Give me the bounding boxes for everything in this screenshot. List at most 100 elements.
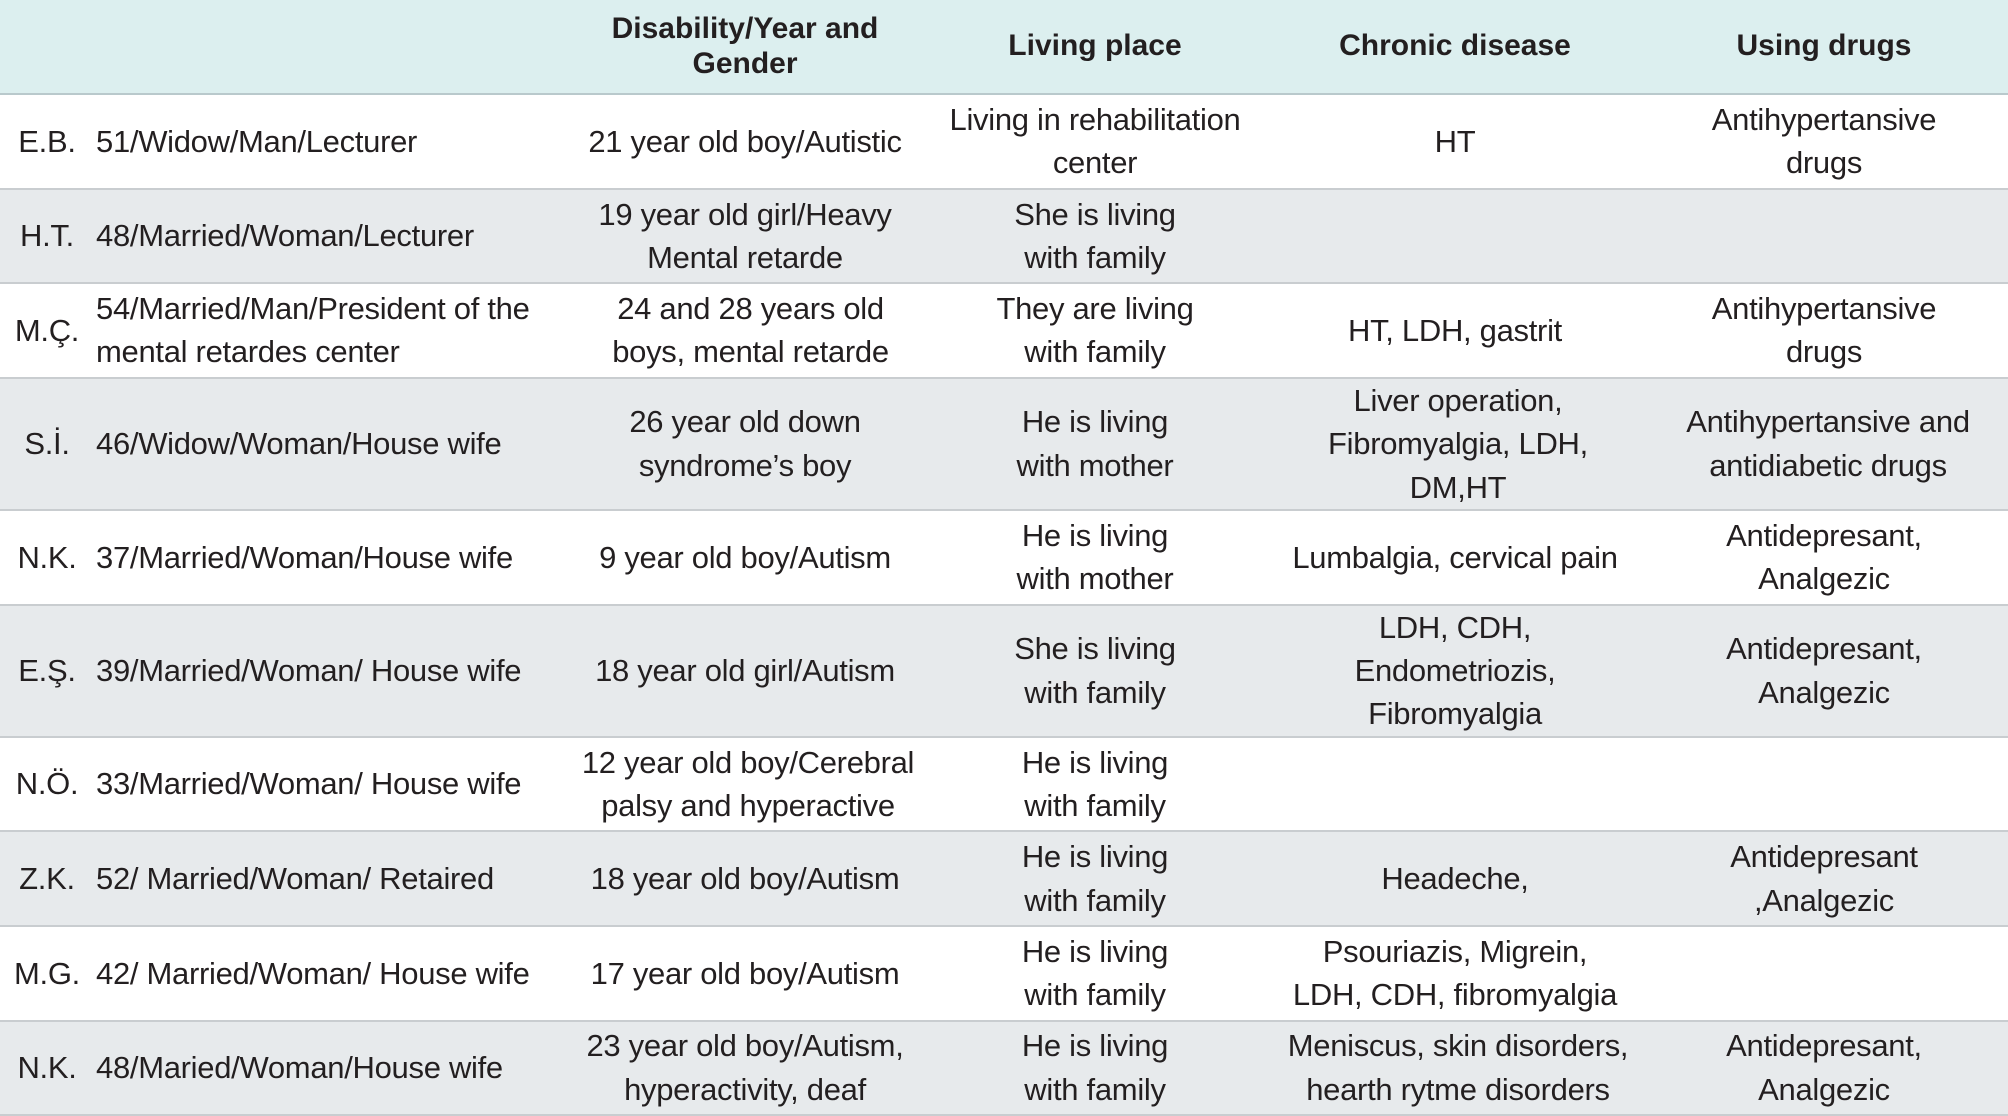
cell-chronic-disease: HT [1270, 94, 1640, 190]
cell-living-place-text: He is living with family [1021, 1028, 1169, 1107]
cell-living-place-text: She is living with family [1014, 196, 1176, 275]
cell-info: 46/Widow/Woman/House wife [90, 377, 570, 511]
cell-chronic-disease: Meniscus, skin disorders, hearth rytme d… [1270, 1020, 1640, 1116]
cell-initials: N.Ö. [0, 736, 90, 833]
cell-chronic-disease-text: Liver operation, Fibromyalgia, LDH, DM,H… [1328, 382, 1588, 505]
cell-chronic-disease-text: Meniscus, skin disorders, hearth rytme d… [1287, 1028, 1629, 1107]
cell-info: 42/ Married/Woman/ House wife [90, 925, 570, 1022]
table-row: S.İ. 46/Widow/Woman/House wife 26 year o… [0, 377, 2008, 511]
header-initials [0, 0, 90, 95]
cell-living-place: She is living with family [920, 188, 1270, 285]
cell-living-place: Living in rehabilitation center [920, 94, 1270, 190]
cell-info: 48/Married/Woman/Lecturer [90, 188, 570, 285]
cell-chronic-disease: Lumbalgia, cervical pain [1270, 509, 1640, 606]
cell-info: 39/Married/Woman/ House wife [90, 604, 570, 738]
cell-chronic-disease: LDH, CDH, Endometriozis, Fibromyalgia [1270, 604, 1640, 738]
table-row: N.K. 48/Maried/Woman/House wife 23 year … [0, 1020, 2008, 1116]
cell-using-drugs: Antihypertansive drugs [1640, 283, 2008, 379]
cell-living-place-text: Living in rehabilitation center [949, 101, 1241, 181]
cell-using-drugs [1640, 925, 2008, 1022]
cell-disability: 21 year old boy/Autistic [570, 94, 920, 190]
cell-using-drugs [1640, 188, 2008, 285]
cell-initials: E.B. [0, 94, 90, 190]
cell-chronic-disease: Liver operation, Fibromyalgia, LDH, DM,H… [1270, 377, 1640, 511]
header-info [90, 0, 570, 95]
cell-living-place-text: He is living with mother [1016, 404, 1174, 483]
cell-disability: 9 year old boy/Autism [570, 509, 920, 606]
cell-disability-text: 26 year old down syndrome’s boy [629, 404, 861, 483]
table-row: M.G. 42/ Married/Woman/ House wife 17 ye… [0, 925, 2008, 1022]
header-using-drugs: Using drugs [1640, 0, 2008, 95]
cell-using-drugs-text: Antihypertansive drugs [1711, 101, 1937, 181]
cell-living-place-text: She is living with family [1014, 631, 1176, 710]
cell-disability: 24 and 28 years old boys, mental retarde [570, 283, 920, 379]
cell-info: 52/ Married/Woman/ Retaired [90, 831, 570, 927]
cell-living-place-text: He is living with family [1021, 933, 1169, 1013]
cell-living-place: She is living with family [920, 604, 1270, 738]
header-chronic-disease: Chronic disease [1270, 0, 1640, 95]
cell-disability-text: 24 and 28 years old boys, mental retarde [612, 291, 889, 370]
cell-living-place-text: He is living with family [1021, 839, 1169, 918]
cell-initials: N.K. [0, 509, 90, 606]
table-row: E.B. 51/Widow/Man/Lecturer 21 year old b… [0, 94, 2008, 190]
cell-using-drugs-text: Antihypertansive and antidiabetic drugs [1686, 404, 1970, 483]
header-disability-text: Disability/Year and Gender [611, 12, 879, 80]
cell-disability: 18 year old girl/Autism [570, 604, 920, 738]
cell-using-drugs: Antidepresant, Analgezic [1640, 1020, 2008, 1116]
cell-chronic-disease: Psouriazis, Migrein, LDH, CDH, fibromyal… [1270, 925, 1640, 1022]
cell-living-place-text: He is living with mother [1016, 517, 1174, 597]
cell-chronic-disease-text: Psouriazis, Migrein, LDH, CDH, fibromyal… [1292, 933, 1618, 1013]
cell-info: 33/Married/Woman/ House wife [90, 736, 570, 833]
cell-living-place: He is living with family [920, 736, 1270, 833]
cell-initials: S.İ. [0, 377, 90, 511]
table-row: Z.K. 52/ Married/Woman/ Retaired 18 year… [0, 831, 2008, 927]
cell-living-place: He is living with mother [920, 377, 1270, 511]
cell-info: 51/Widow/Man/Lecturer [90, 94, 570, 190]
cell-initials: E.Ş. [0, 604, 90, 738]
cell-chronic-disease [1270, 736, 1640, 833]
cell-living-place-text: They are living with family [996, 291, 1194, 370]
table-row: N.Ö. 33/Married/Woman/ House wife 12 yea… [0, 736, 2008, 833]
cell-using-drugs: Antihypertansive drugs [1640, 94, 2008, 190]
cell-info: 54/Married/Man/President of the mental r… [90, 283, 570, 379]
cell-using-drugs: Antidepresant ,Analgezic [1640, 831, 2008, 927]
cell-disability: 23 year old boy/Autism, hyperactivity, d… [570, 1020, 920, 1116]
cell-disability: 19 year old girl/Heavy Mental retarde [570, 188, 920, 285]
cell-using-drugs: Antihypertansive and antidiabetic drugs [1640, 377, 2008, 511]
cell-info: 48/Maried/Woman/House wife [90, 1020, 570, 1116]
cell-initials: Z.K. [0, 831, 90, 927]
cell-initials: M.G. [0, 925, 90, 1022]
cell-disability: 18 year old boy/Autism [570, 831, 920, 927]
cell-disability-text: 23 year old boy/Autism, hyperactivity, d… [586, 1028, 904, 1107]
cell-disability: 26 year old down syndrome’s boy [570, 377, 920, 511]
cell-chronic-disease-text: LDH, CDH, Endometriozis, Fibromyalgia [1354, 609, 1556, 732]
table-row: H.T. 48/Married/Woman/Lecturer 19 year o… [0, 188, 2008, 285]
table-header-row: Disability/Year and Gender Living place … [0, 0, 2008, 95]
table-row: M.Ç. 54/Married/Man/President of the men… [0, 283, 2008, 379]
cell-disability-text: 19 year old girl/Heavy Mental retarde [598, 196, 892, 275]
cell-chronic-disease: HT, LDH, gastrit [1270, 283, 1640, 379]
cell-using-drugs: Antidepresant, Analgezic [1640, 604, 2008, 738]
cell-living-place: He is living with mother [920, 509, 1270, 606]
cell-using-drugs-text: Antidepresant, Analgezic [1726, 1028, 1922, 1107]
cell-using-drugs-text: Antidepresant, Analgezic [1726, 517, 1922, 597]
cell-living-place-text: He is living with family [1021, 744, 1169, 824]
cell-disability: 17 year old boy/Autism [570, 925, 920, 1022]
cell-living-place: He is living with family [920, 1020, 1270, 1116]
cell-living-place: He is living with family [920, 831, 1270, 927]
cell-disability: 12 year old boy/Cerebral palsy and hyper… [570, 736, 920, 833]
cell-chronic-disease [1270, 188, 1640, 285]
cell-info: 37/Married/Woman/House wife [90, 509, 570, 606]
cell-using-drugs-text: Antidepresant, Analgezic [1726, 631, 1922, 710]
cell-using-drugs [1640, 736, 2008, 833]
header-living-place: Living place [920, 0, 1270, 95]
header-disability: Disability/Year and Gender [570, 0, 920, 95]
cell-chronic-disease: Headeche, [1270, 831, 1640, 927]
cell-using-drugs-text: Antihypertansive drugs [1711, 291, 1937, 370]
cell-living-place: They are living with family [920, 283, 1270, 379]
cell-using-drugs: Antidepresant, Analgezic [1640, 509, 2008, 606]
cell-initials: M.Ç. [0, 283, 90, 379]
table-row: N.K. 37/Married/Woman/House wife 9 year … [0, 509, 2008, 606]
cell-initials: H.T. [0, 188, 90, 285]
